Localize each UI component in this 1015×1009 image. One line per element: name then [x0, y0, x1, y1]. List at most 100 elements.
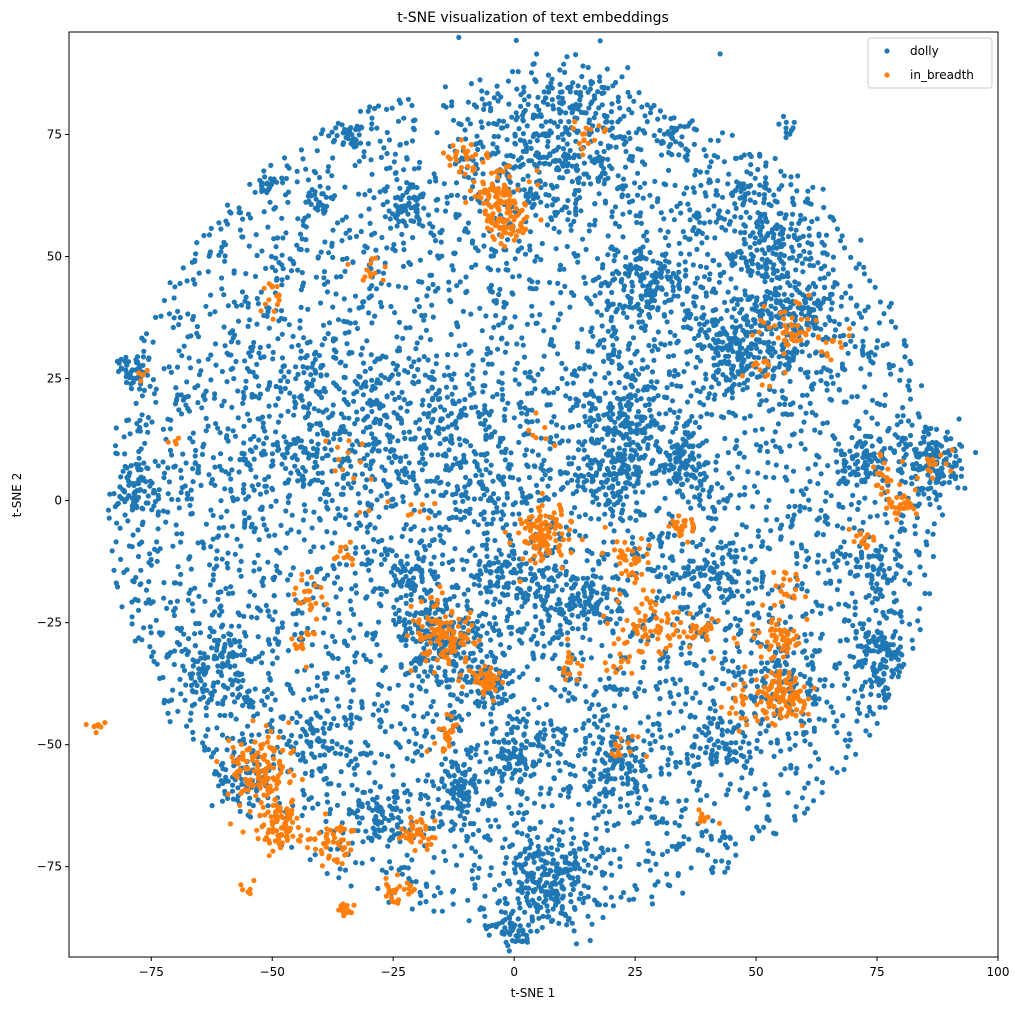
scatter-point: [664, 830, 670, 837]
scatter-point: [592, 293, 598, 299]
scatter-point: [613, 79, 619, 86]
scatter-point: [382, 467, 388, 473]
scatter-point: [477, 305, 483, 311]
scatter-point: [386, 137, 392, 143]
scatter-point: [452, 843, 458, 849]
scatter-point: [759, 247, 765, 253]
scatter-point: [582, 766, 588, 772]
scatter-point: [237, 457, 243, 463]
scatter-point: [708, 137, 714, 143]
scatter-point: [479, 96, 485, 102]
scatter-point: [278, 522, 284, 529]
scatter-point: [346, 415, 352, 421]
scatter-point: [788, 226, 794, 232]
scatter-point: [629, 279, 635, 285]
scatter-point: [508, 631, 514, 637]
scatter-point: [621, 670, 627, 676]
scatter-point: [318, 131, 324, 137]
scatter-point: [787, 614, 794, 620]
scatter-point: [582, 84, 588, 91]
scatter-point: [440, 492, 446, 499]
scatter-point: [589, 921, 595, 927]
scatter-point: [155, 526, 161, 532]
scatter-point: [346, 521, 352, 528]
scatter-point: [456, 436, 462, 442]
scatter-point: [273, 255, 279, 261]
scatter-point: [805, 662, 811, 668]
scatter-point: [590, 773, 596, 779]
scatter-point: [563, 559, 569, 565]
scatter-point: [394, 334, 400, 340]
scatter-point: [430, 488, 437, 495]
scatter-point: [658, 765, 664, 771]
scatter-point: [386, 455, 392, 461]
scatter-point: [930, 531, 936, 537]
scatter-point: [513, 110, 519, 116]
scatter-point: [504, 123, 510, 129]
scatter-point: [213, 421, 219, 427]
scatter-point: [424, 478, 430, 484]
scatter-point: [563, 110, 569, 116]
scatter-point: [855, 506, 861, 512]
scatter-point: [649, 894, 655, 900]
scatter-point: [388, 865, 394, 871]
scatter-point: [225, 550, 231, 556]
scatter-point: [330, 155, 336, 161]
scatter-point: [438, 479, 444, 485]
scatter-point: [874, 513, 880, 519]
scatter-point: [332, 639, 338, 645]
scatter-point: [584, 295, 590, 301]
scatter-point: [602, 803, 608, 809]
scatter-point: [453, 862, 460, 868]
scatter-point: [471, 581, 477, 587]
scatter-point: [531, 697, 537, 703]
scatter-point: [757, 349, 763, 355]
scatter-point: [866, 554, 872, 560]
scatter-point: [830, 553, 836, 560]
scatter-point: [458, 464, 464, 471]
scatter-point: [507, 179, 513, 185]
scatter-point: [394, 363, 400, 369]
scatter-point: [563, 393, 569, 399]
scatter-point: [470, 375, 476, 382]
scatter-point: [673, 764, 679, 770]
scatter-point: [747, 754, 753, 760]
scatter-point: [516, 511, 522, 517]
scatter-point: [118, 556, 124, 563]
scatter-point: [125, 359, 132, 365]
scatter-point: [616, 445, 623, 451]
scatter-point: [650, 850, 656, 857]
scatter-point: [352, 659, 358, 665]
scatter-point: [897, 635, 903, 641]
scatter-point: [197, 650, 203, 656]
scatter-point: [238, 543, 244, 549]
scatter-point: [755, 528, 762, 534]
scatter-point: [785, 790, 791, 796]
scatter-point: [610, 437, 616, 443]
scatter-point: [256, 654, 262, 660]
scatter-point: [584, 616, 591, 622]
scatter-point: [421, 587, 428, 593]
scatter-point: [668, 208, 674, 214]
scatter-point: [387, 165, 393, 171]
scatter-point: [360, 544, 366, 550]
scatter-point: [539, 476, 545, 482]
scatter-point: [551, 733, 557, 739]
scatter-point: [644, 237, 650, 243]
scatter-point: [489, 731, 495, 737]
scatter-point: [617, 105, 623, 111]
scatter-point: [291, 394, 297, 400]
scatter-point: [723, 543, 729, 549]
scatter-point: [255, 552, 261, 558]
scatter-point: [238, 573, 244, 579]
scatter-point: [598, 575, 604, 581]
scatter-point: [406, 355, 412, 361]
scatter-point: [502, 836, 508, 842]
scatter-point: [445, 352, 451, 358]
scatter-point: [221, 324, 227, 330]
scatter-point: [414, 297, 420, 303]
scatter-point: [642, 783, 648, 790]
scatter-point: [262, 174, 268, 180]
scatter-point: [369, 408, 375, 415]
scatter-point: [782, 619, 789, 626]
